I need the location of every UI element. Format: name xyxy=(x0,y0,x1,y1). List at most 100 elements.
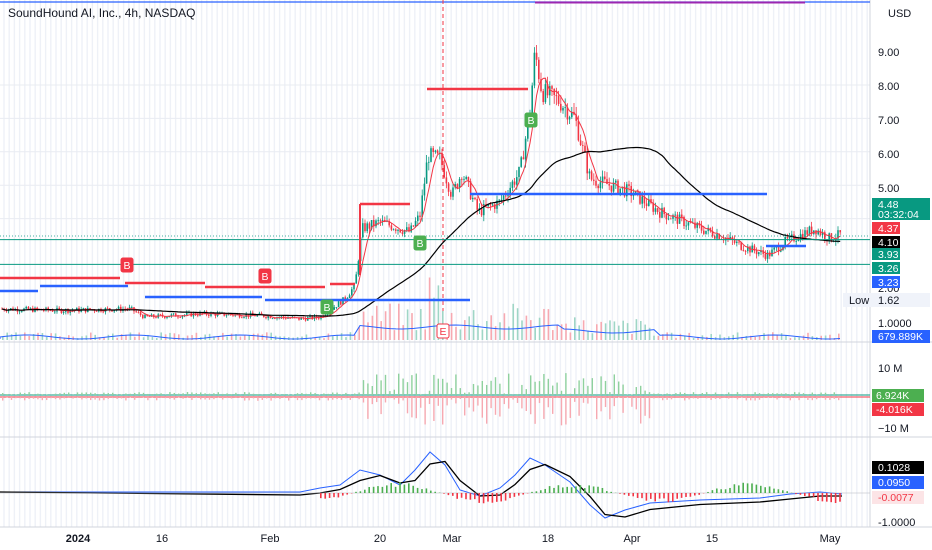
volume-bar xyxy=(402,325,404,340)
candle-body xyxy=(300,317,302,320)
volume-bar xyxy=(195,332,198,340)
candle-body xyxy=(58,307,60,310)
osc-bar-up xyxy=(208,393,211,395)
candle-body xyxy=(507,195,509,197)
macd-histogram-bar xyxy=(584,488,586,493)
candle-body xyxy=(436,150,439,154)
osc-bar-down xyxy=(305,397,307,399)
candle-body xyxy=(531,85,533,116)
osc-bar-up xyxy=(270,393,272,395)
osc-bar-up xyxy=(98,394,101,395)
osc-bar-down xyxy=(499,397,501,417)
osc-bar-down xyxy=(732,397,734,399)
candle-body xyxy=(601,176,604,183)
candle-body xyxy=(69,310,71,313)
macd-histogram-bar xyxy=(531,491,533,493)
candle-body xyxy=(172,313,175,315)
chart-grid xyxy=(0,0,932,528)
osc-bar-down xyxy=(398,397,400,404)
candle-body xyxy=(494,204,496,209)
candle-body xyxy=(773,247,775,250)
macd-histogram-bar xyxy=(522,493,524,495)
osc-bar-up xyxy=(622,384,624,395)
macd-histogram-bar xyxy=(474,493,476,500)
osc-bar-down xyxy=(433,397,435,422)
osc-bar-up xyxy=(433,374,435,395)
candle-body xyxy=(802,233,804,240)
macd-histogram-bar xyxy=(760,485,762,493)
volume-bar xyxy=(178,334,180,340)
candle-body xyxy=(703,230,705,234)
time-tick-label: 16 xyxy=(156,533,168,545)
osc-bar-down xyxy=(503,397,505,405)
candle-body xyxy=(465,177,467,179)
candle-body xyxy=(377,220,379,222)
volume-bar xyxy=(459,329,462,340)
volume-bar xyxy=(569,332,572,340)
osc-bar-down xyxy=(204,397,206,400)
osc-bar-down xyxy=(494,397,497,415)
candle-body xyxy=(443,165,445,178)
candle-body xyxy=(628,184,630,186)
candle-body xyxy=(379,220,382,222)
candle-body xyxy=(208,314,210,316)
osc-bar-up xyxy=(600,376,602,395)
osc-bar-up xyxy=(732,394,734,395)
macd-histogram-bar xyxy=(826,493,828,502)
candle-body xyxy=(265,317,267,319)
volume-bar xyxy=(508,326,510,340)
candle-body xyxy=(89,308,91,310)
osc-bar-up xyxy=(305,393,307,395)
osc-bar-down xyxy=(547,397,549,408)
osc-bar-down xyxy=(688,397,690,400)
macd-histogram-bar xyxy=(469,493,472,500)
volume-bar xyxy=(28,336,30,340)
osc-bar-down xyxy=(142,397,145,398)
osc-bar-down xyxy=(10,397,13,400)
macd-histogram-bar xyxy=(632,493,634,497)
macd-badge-label: -0.0077 xyxy=(878,492,914,504)
candle-body xyxy=(797,240,800,242)
macd-histogram-bar xyxy=(808,493,810,497)
macd-histogram-bar xyxy=(342,493,344,496)
osc-tick-label: −10 M xyxy=(878,423,909,435)
volume-bar xyxy=(494,326,497,340)
candle-body xyxy=(364,223,366,232)
candle-body xyxy=(718,234,720,240)
macd-histogram-bar xyxy=(487,493,489,502)
candle-body xyxy=(597,185,599,189)
candle-body xyxy=(179,316,181,318)
volume-bar xyxy=(503,313,506,340)
osc-bar-down xyxy=(50,397,52,399)
osc-bar-down xyxy=(2,397,4,401)
osc-bar-up xyxy=(578,380,580,395)
candle-body xyxy=(315,315,318,318)
osc-bar-down xyxy=(543,397,545,419)
macd-histogram-bar xyxy=(408,483,410,493)
osc-bar-up xyxy=(252,393,255,395)
volume-bar xyxy=(772,332,774,340)
macd-histogram-bar xyxy=(834,493,837,504)
candle-body xyxy=(511,181,514,188)
osc-bar-down xyxy=(134,397,136,400)
candle-body xyxy=(672,215,674,219)
osc-bar-up xyxy=(534,381,536,395)
candle-body xyxy=(685,225,687,227)
osc-bar-up xyxy=(274,392,277,395)
candle-body xyxy=(612,182,615,192)
osc-bar-down xyxy=(468,397,470,408)
candle-body xyxy=(95,311,98,312)
time-axis[interactable]: 2024 16 Feb 20 Mar 18 Apr 15 May xyxy=(66,533,841,545)
osc-bar-up xyxy=(455,374,457,395)
macd-histogram-bar xyxy=(623,493,626,495)
osc-bar-down xyxy=(279,397,281,399)
volume-bar xyxy=(666,332,668,340)
candle-body xyxy=(258,313,261,315)
osc-bar-down xyxy=(736,397,739,400)
volume-bar xyxy=(820,335,822,340)
osc-bar-up xyxy=(569,393,571,395)
osc-bar-down xyxy=(530,397,532,415)
volume-bar xyxy=(613,321,616,340)
